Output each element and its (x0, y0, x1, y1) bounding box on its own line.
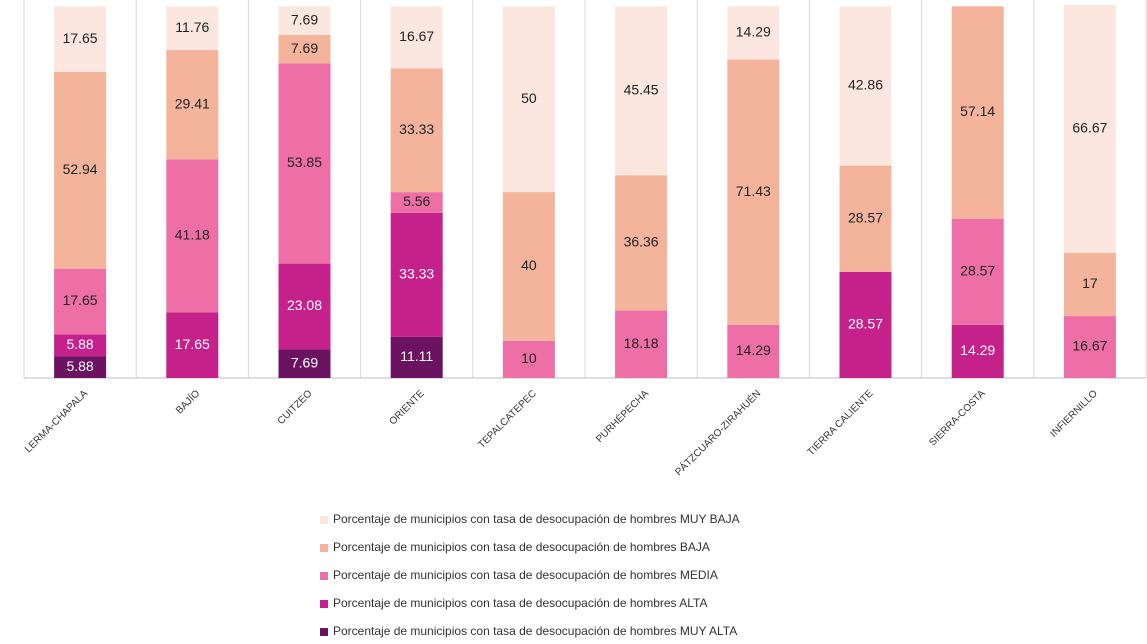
data-label: 33.33 (399, 265, 434, 281)
data-label: 52.94 (63, 161, 98, 177)
data-label: 57.14 (960, 103, 995, 119)
bar-segment (166, 49, 219, 160)
legend-label: Porcentaje de municipios con tasa de des… (333, 624, 737, 638)
bar-segment (54, 334, 107, 357)
x-tick-label: BAJÍO (173, 387, 203, 417)
x-tick-label: LERMA-CHAPALA (23, 388, 90, 455)
bar-segment (727, 6, 780, 60)
data-label: 14.29 (736, 23, 771, 39)
data-label: 42.86 (848, 77, 883, 93)
bar-segment (615, 6, 668, 176)
bar-segment (390, 212, 443, 337)
data-label: 23.08 (287, 297, 322, 313)
legend-label: Porcentaje de municipios con tasa de des… (333, 568, 718, 582)
x-tick-label: ORIENTE (387, 388, 426, 427)
legend-label: Porcentaje de municipios con tasa de des… (333, 540, 710, 554)
data-label: 66.67 (1072, 120, 1107, 136)
bar-segment (278, 6, 331, 35)
data-label: 11.76 (175, 19, 209, 35)
data-label: 11.11 (400, 348, 433, 364)
data-label: 71.43 (736, 183, 771, 199)
data-label: 18.18 (624, 335, 659, 351)
legend-label: Porcentaje de municipios con tasa de des… (333, 512, 740, 526)
bar-segment (278, 263, 331, 350)
bar-segment (278, 34, 331, 64)
bar-segment (54, 356, 107, 378)
bar-segment (615, 310, 668, 378)
bar-segment (278, 349, 331, 378)
bar-segment (390, 6, 443, 69)
data-label: 28.57 (848, 316, 883, 332)
data-label: 33.33 (399, 121, 434, 137)
data-label: 7.69 (291, 11, 318, 27)
bar-segment (278, 63, 331, 264)
legend-swatch (320, 544, 328, 552)
data-label: 40 (521, 257, 537, 273)
bar-segment (54, 268, 107, 335)
data-label: 16.67 (1072, 338, 1107, 354)
data-label: 41.18 (175, 227, 210, 243)
bar-segment (727, 59, 780, 325)
data-label: 16.67 (399, 28, 434, 44)
bar-segment (166, 312, 219, 378)
data-label: 29.41 (175, 95, 210, 111)
data-label: 10 (521, 350, 537, 366)
data-label: 17 (1082, 275, 1098, 291)
x-tick-label: CUITZEO (276, 388, 315, 427)
legend-label: Porcentaje de municipios con tasa de des… (333, 596, 707, 610)
bar-segment (54, 6, 107, 72)
data-label: 36.36 (624, 234, 659, 250)
x-tick-label: TEPALCATEPEC (476, 388, 539, 451)
data-label: 14.29 (736, 342, 771, 358)
bar-segment (390, 68, 443, 193)
data-label: 50 (521, 90, 537, 106)
data-label: 5.88 (66, 358, 93, 374)
data-label: 14.29 (960, 342, 995, 358)
legend-swatch (320, 628, 328, 636)
data-label: 17.65 (63, 30, 98, 46)
data-label: 45.45 (624, 81, 659, 97)
bar-segment (502, 340, 555, 378)
bar-segment (951, 218, 1004, 325)
bar-segment (615, 175, 668, 311)
bar-segment (54, 71, 107, 269)
bar-segment (839, 165, 892, 272)
data-label: 17.65 (63, 292, 98, 308)
data-label: 5.56 (403, 193, 430, 209)
legend-swatch (320, 572, 328, 580)
x-tick-label: PURHÉPECHA (593, 387, 652, 446)
data-label: 28.57 (848, 209, 883, 225)
bar-segment (1063, 5, 1116, 253)
bar-segment (502, 192, 555, 341)
bar-segment (390, 192, 443, 213)
bar-segment (727, 324, 780, 378)
x-tick-label: INFIERNILLO (1048, 388, 1100, 440)
bar-segment (502, 6, 555, 193)
bar-segment (839, 6, 892, 166)
data-label: 17.65 (175, 336, 210, 352)
data-label: 53.85 (287, 154, 322, 170)
bar-segment (166, 6, 219, 50)
legend-swatch (320, 516, 328, 524)
x-tick-label: PÁTZCUARO-ZIRAHUÉN (672, 387, 763, 478)
legend-swatch (320, 600, 328, 608)
data-label: 28.57 (960, 262, 995, 278)
x-tick-label: TIERRA CALIENTE (806, 388, 876, 458)
bar-segment (1063, 316, 1116, 378)
bar-segment (951, 324, 1004, 378)
data-label: 5.88 (66, 336, 93, 352)
bar-segment (839, 271, 892, 378)
bar-segment (951, 6, 1004, 219)
x-tick-label: SIERRA-COSTA (927, 388, 988, 449)
bar-segment (166, 159, 219, 313)
bar-segment (390, 336, 443, 378)
data-label: 7.69 (291, 354, 318, 370)
data-label: 7.69 (291, 40, 318, 56)
bar-segment (1063, 252, 1116, 317)
